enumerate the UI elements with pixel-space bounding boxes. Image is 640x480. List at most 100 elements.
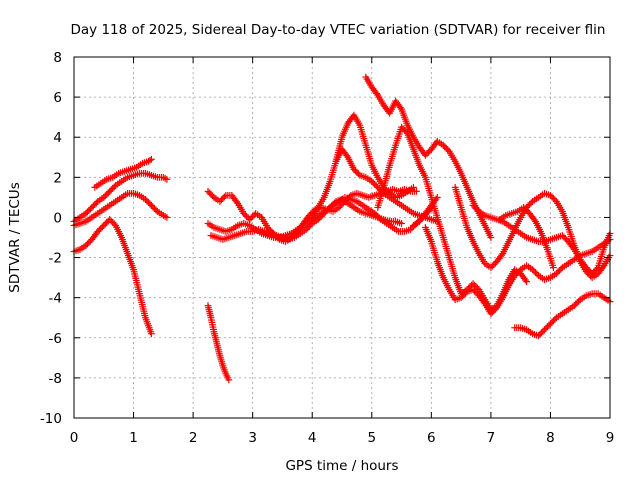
data-point xyxy=(575,297,583,305)
axis-ticks: 0 1 2 3 4 5 6 7 8 9 -10 -8 -6 -4 -2 0 2 4 6 8 xyxy=(40,50,614,446)
x-tick-label: 0 xyxy=(70,430,79,446)
data-point xyxy=(143,197,151,205)
data-point xyxy=(307,221,315,229)
data-point xyxy=(551,315,559,323)
data-point xyxy=(530,267,538,275)
data-point xyxy=(402,128,410,136)
data-point xyxy=(375,185,383,193)
y-tick-label: -10 xyxy=(40,411,62,427)
x-tick-label: 1 xyxy=(129,430,138,446)
data-point xyxy=(331,199,338,207)
data-point xyxy=(337,202,344,210)
data-point xyxy=(538,329,545,337)
data-point xyxy=(109,184,117,192)
data-point xyxy=(542,324,550,332)
data-point xyxy=(86,205,94,213)
data-point xyxy=(204,187,212,195)
data-point xyxy=(514,269,522,276)
data-point xyxy=(487,264,495,271)
data-point xyxy=(88,204,96,211)
data-point xyxy=(220,193,228,201)
data-point xyxy=(209,192,216,200)
data-point xyxy=(472,205,480,212)
data-point xyxy=(148,155,155,163)
data-point xyxy=(219,194,227,202)
y-tick-label: -8 xyxy=(49,371,62,387)
data-point xyxy=(317,213,325,220)
data-point xyxy=(368,177,376,185)
data-point xyxy=(442,144,450,152)
data-point xyxy=(89,202,97,210)
data-point xyxy=(372,182,380,190)
data-point xyxy=(515,267,523,275)
data-point xyxy=(585,267,593,274)
data-point xyxy=(444,146,452,154)
data-point xyxy=(424,148,432,156)
x-tick-label: 9 xyxy=(606,430,615,446)
data-point xyxy=(264,224,271,231)
data-point xyxy=(85,239,93,246)
data-point xyxy=(343,152,351,160)
data-point xyxy=(498,251,506,259)
y-tick-label: 8 xyxy=(53,50,62,66)
data-point xyxy=(457,294,465,302)
data-point xyxy=(491,305,499,313)
data-point xyxy=(335,204,343,211)
data-point xyxy=(369,179,377,187)
data-point xyxy=(553,270,560,277)
data-point xyxy=(246,216,254,223)
data-point xyxy=(233,198,240,206)
data-point xyxy=(590,268,598,276)
data-point xyxy=(109,219,117,226)
data-point xyxy=(374,183,382,191)
data-point xyxy=(441,143,449,151)
data-point xyxy=(323,207,331,214)
data-point xyxy=(82,210,90,217)
data-point xyxy=(474,206,481,214)
data-point xyxy=(396,104,404,111)
data-point xyxy=(249,213,257,220)
data-point xyxy=(95,226,103,234)
data-point xyxy=(314,216,322,223)
data-point xyxy=(401,126,408,134)
data-point xyxy=(247,214,255,222)
data-point xyxy=(474,284,481,292)
data-point xyxy=(325,205,332,213)
data-point xyxy=(423,150,431,158)
data-point xyxy=(469,280,477,288)
data-point xyxy=(522,276,529,284)
data-point xyxy=(472,283,480,291)
data-point xyxy=(383,186,391,194)
data-point xyxy=(523,207,531,214)
data-point xyxy=(524,202,532,210)
data-point xyxy=(100,193,108,201)
data-point xyxy=(107,217,115,225)
data-point xyxy=(152,206,160,214)
y-tick-label: 4 xyxy=(53,130,62,146)
data-point xyxy=(471,281,478,289)
data-point xyxy=(544,323,551,331)
data-point xyxy=(91,201,99,208)
data-point xyxy=(352,167,359,175)
data-point xyxy=(353,168,361,176)
data-point xyxy=(84,208,91,216)
data-point xyxy=(106,187,114,195)
data-point xyxy=(439,141,447,149)
data-point xyxy=(548,318,556,326)
data-point xyxy=(384,188,392,196)
data-point xyxy=(225,376,233,384)
data-point xyxy=(466,283,474,291)
data-point xyxy=(151,205,158,212)
data-point xyxy=(107,186,115,194)
data-point xyxy=(346,193,353,201)
data-point xyxy=(471,287,478,295)
data-point xyxy=(533,270,541,278)
data-point xyxy=(487,234,495,241)
data-point xyxy=(305,223,313,230)
data-point xyxy=(82,242,90,249)
data-point xyxy=(110,220,118,228)
data-point xyxy=(460,291,468,299)
y-tick-label: 0 xyxy=(53,210,62,226)
data-point xyxy=(527,199,535,207)
